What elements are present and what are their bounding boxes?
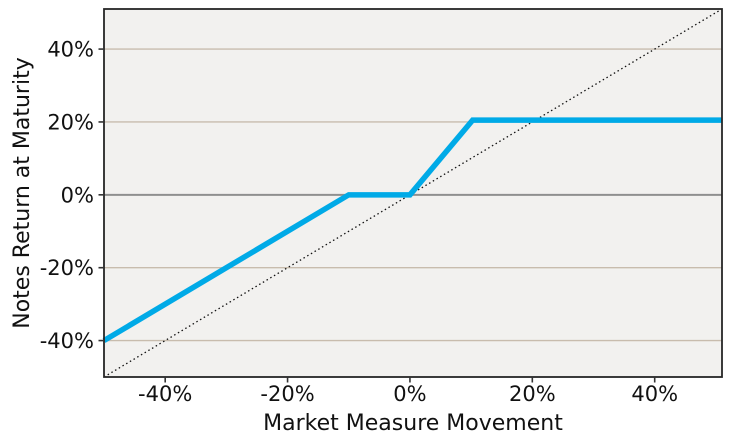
plot-frame: [103, 8, 723, 378]
x-tick-label: 40%: [631, 382, 678, 406]
x-tick-label: -40%: [138, 382, 192, 406]
x-tick-label: 20%: [509, 382, 556, 406]
y-tick-labels: 40% 20% 0% -20% -40%: [40, 38, 94, 353]
series-lines: [102, 8, 723, 378]
x-tick-labels: -40% -20% 0% 20% 40%: [138, 382, 678, 406]
y-tick-label: 20%: [47, 110, 94, 134]
y-tick-label: -40%: [40, 329, 94, 353]
y-tick-label: 40%: [47, 38, 94, 62]
y-tick-label: 0%: [61, 183, 94, 207]
y-tick-label: -20%: [40, 256, 94, 280]
x-tick-label: 0%: [393, 382, 426, 406]
tick-marks: [98, 48, 656, 383]
x-axis-title: Market Measure Movement: [263, 411, 563, 436]
notes-return-payoff-line: [102, 117, 722, 343]
y-axis-title: Notes Return at Maturity: [10, 57, 35, 328]
x-tick-label: -20%: [260, 382, 314, 406]
